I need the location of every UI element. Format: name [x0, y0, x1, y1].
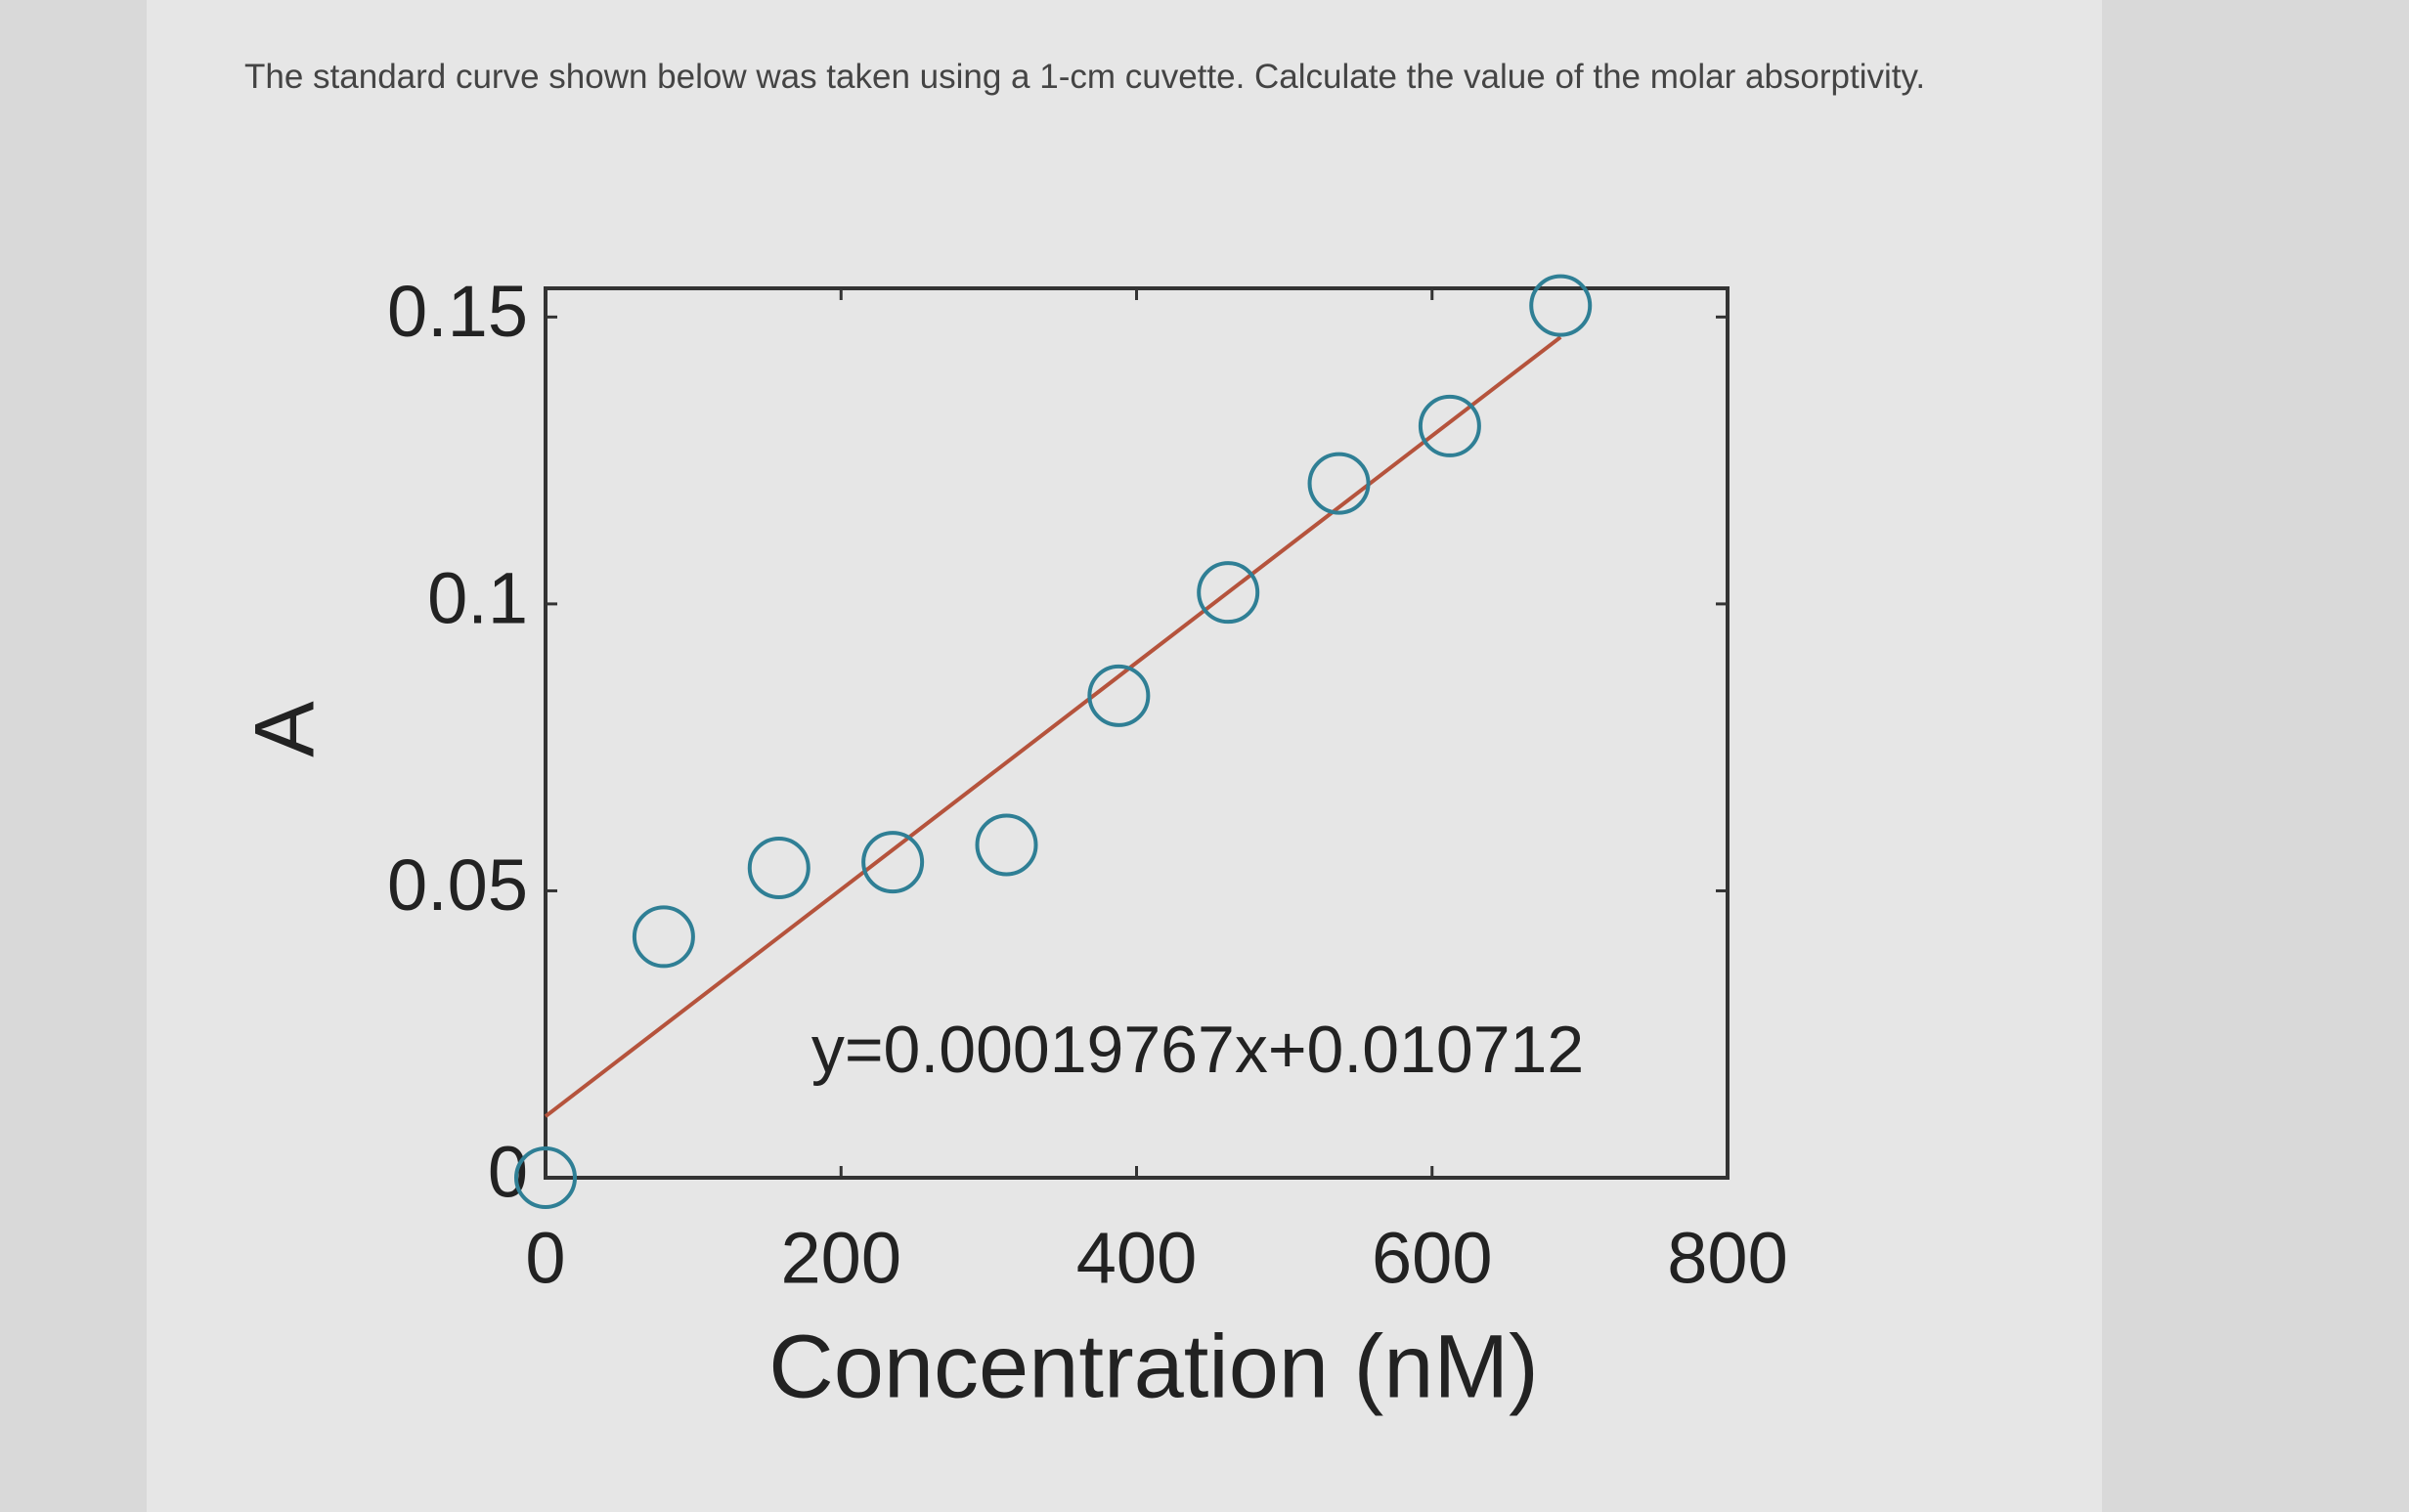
data-point	[1307, 452, 1371, 515]
data-point	[1087, 664, 1151, 727]
content-panel	[147, 0, 2102, 1512]
x-tick-label: 200	[781, 1218, 901, 1299]
data-point	[514, 1146, 577, 1209]
x-tick-label: 0	[525, 1218, 565, 1299]
fit-equation: y=0.00019767x+0.010712	[811, 1013, 1584, 1087]
fit-line	[544, 335, 1562, 1118]
data-point	[747, 836, 810, 899]
data-point	[1197, 561, 1260, 625]
data-point	[632, 905, 695, 969]
x-tick-label: 800	[1667, 1218, 1787, 1299]
data-point	[861, 831, 925, 894]
data-point	[975, 813, 1038, 877]
x-tick-label: 400	[1076, 1218, 1197, 1299]
x-axis-label: Concentration (nM)	[768, 1317, 1538, 1416]
x-tick-label: 600	[1372, 1218, 1492, 1299]
y-tick-label: 0.05	[387, 844, 528, 926]
y-axis-label: A	[239, 701, 332, 757]
question-text: The standard curve shown below was taken…	[244, 58, 1926, 96]
y-tick-label: 0.15	[387, 271, 528, 352]
y-tick-label: 0.1	[427, 557, 528, 638]
data-point	[1529, 274, 1593, 337]
data-point	[1418, 394, 1481, 457]
y-tick-label: 0	[488, 1132, 528, 1213]
